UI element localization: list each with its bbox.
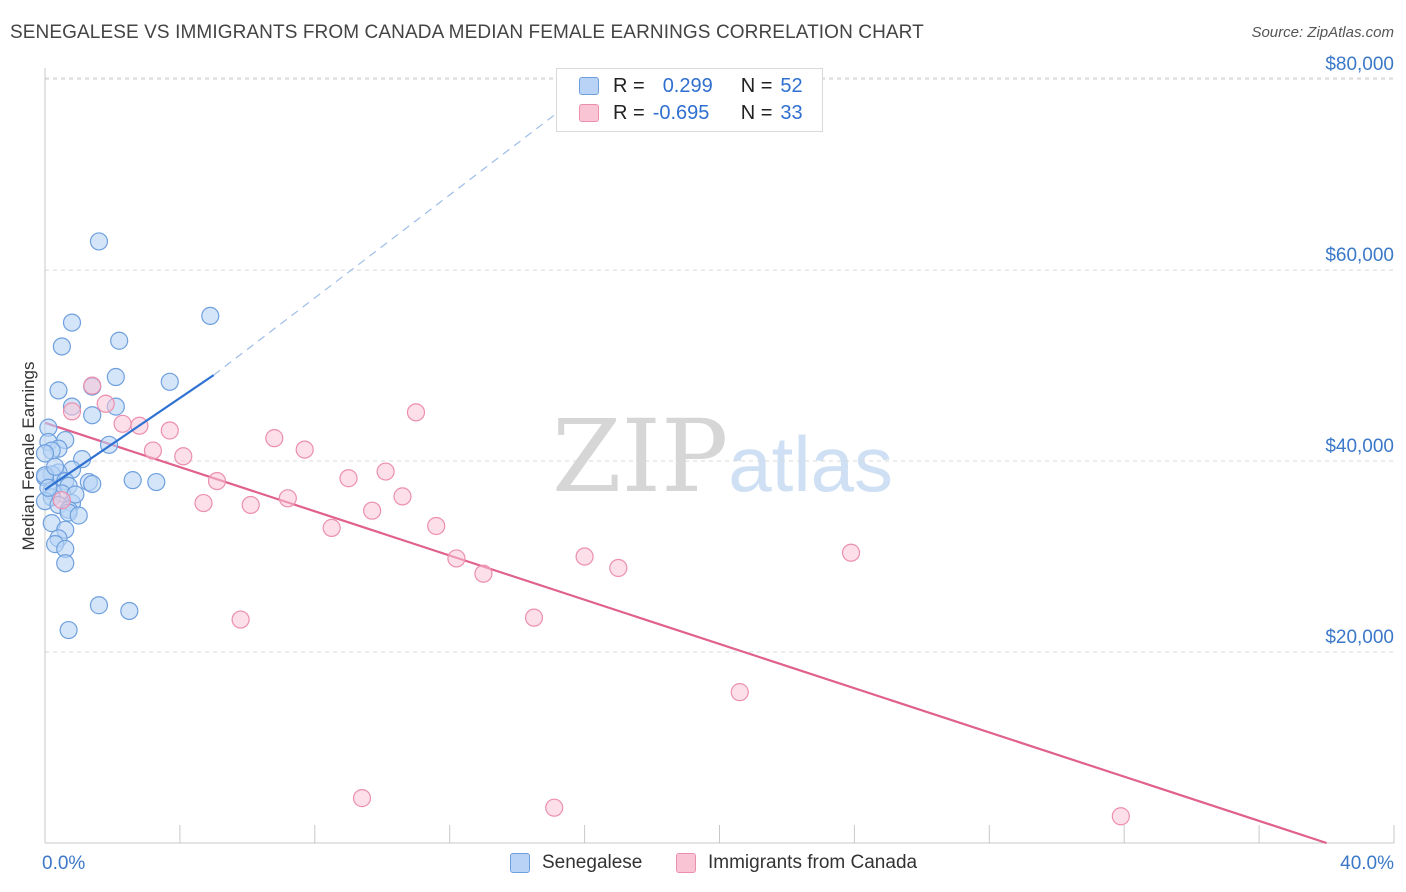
data-point-senegalese bbox=[160, 372, 179, 391]
legend-r-label: R = bbox=[613, 74, 645, 97]
data-point-canada bbox=[406, 403, 426, 422]
data-point-canada bbox=[207, 472, 227, 491]
data-point-senegalese bbox=[120, 601, 139, 621]
chart-title: SENEGALESE VS IMMIGRANTS FROM CANADA MED… bbox=[10, 22, 924, 43]
trend-lines bbox=[44, 78, 1327, 845]
data-point-canada bbox=[231, 610, 250, 629]
legend-swatch-canada bbox=[579, 104, 599, 122]
bottom-legend-label-senegalese: Senegalese bbox=[542, 852, 643, 873]
data-point-canada bbox=[194, 493, 213, 513]
data-point-canada bbox=[278, 489, 297, 508]
source-credit: Source: ZipAtlas.com bbox=[1251, 24, 1394, 41]
x-tick-label: 0.0% bbox=[42, 853, 85, 874]
data-point-canada bbox=[352, 789, 372, 808]
data-point-senegalese bbox=[83, 406, 102, 425]
data-point-senegalese bbox=[110, 331, 129, 350]
data-point-senegalese bbox=[147, 472, 166, 492]
data-point-canada bbox=[241, 495, 260, 515]
data-point-senegalese bbox=[89, 232, 109, 251]
trend-line-canada bbox=[44, 421, 1327, 845]
data-point-senegalese bbox=[46, 457, 65, 476]
data-point-canada bbox=[545, 798, 564, 817]
x-tick-label: 40.0% bbox=[1340, 853, 1394, 874]
series-senegalese-points bbox=[35, 232, 220, 640]
data-point-canada bbox=[376, 462, 395, 481]
y-tick-label: $20,000 bbox=[1325, 627, 1394, 648]
bottom-legend-canada: Immigrants from Canada bbox=[676, 852, 917, 874]
bottom-legend-label-canada: Immigrants from Canada bbox=[708, 852, 918, 873]
bottom-legend-swatch-canada bbox=[676, 853, 696, 873]
data-point-canada bbox=[113, 414, 132, 433]
y-tick-label: $60,000 bbox=[1325, 245, 1394, 266]
data-point-canada bbox=[841, 543, 861, 562]
y-axis-title: Median Female Earnings bbox=[19, 362, 38, 551]
legend-n-label: N = bbox=[740, 74, 773, 97]
legend-row-senegalese: R = 0.299 N = 52 bbox=[579, 74, 803, 98]
data-point-canada bbox=[730, 683, 749, 702]
bottom-legend-senegalese: Senegalese bbox=[510, 852, 642, 874]
trend-line-senegalese bbox=[44, 374, 215, 491]
watermark: ZIPatlas bbox=[552, 398, 893, 515]
data-point-canada bbox=[393, 487, 412, 506]
data-point-canada bbox=[83, 376, 102, 395]
data-point-canada bbox=[52, 491, 71, 510]
legend-n-value-senegalese: 52 bbox=[780, 74, 803, 97]
data-point-canada bbox=[322, 518, 341, 537]
data-point-canada bbox=[96, 394, 115, 413]
data-point-canada bbox=[62, 402, 82, 421]
data-point-senegalese bbox=[89, 596, 109, 615]
data-point-canada bbox=[575, 547, 594, 566]
data-point-canada bbox=[524, 608, 544, 627]
data-point-canada bbox=[474, 564, 493, 583]
trend-line-senegalese-extrapolated bbox=[213, 78, 602, 376]
data-point-canada bbox=[1111, 807, 1130, 826]
correlation-legend: R = 0.299 N = 52 R = -0.695 N = 33 bbox=[556, 68, 823, 132]
data-point-senegalese bbox=[35, 444, 55, 463]
watermark-zip: ZIP bbox=[552, 398, 729, 515]
data-point-senegalese bbox=[56, 554, 75, 573]
y-tick-label: $40,000 bbox=[1325, 436, 1394, 457]
gridlines bbox=[45, 77, 1394, 653]
data-point-canada bbox=[427, 516, 446, 536]
data-point-senegalese bbox=[201, 306, 220, 326]
legend-n-label: N = bbox=[740, 101, 773, 124]
data-point-canada bbox=[265, 429, 284, 448]
data-point-canada bbox=[339, 469, 358, 488]
data-point-canada bbox=[143, 441, 163, 460]
legend-r-label: R = bbox=[613, 101, 645, 124]
legend-row-canada: R = -0.695 N = 33 bbox=[579, 101, 803, 125]
bottom-legend-swatch-senegalese bbox=[510, 853, 530, 873]
data-point-senegalese bbox=[123, 471, 142, 490]
data-point-canada bbox=[160, 421, 179, 440]
legend-r-value-canada: -0.695 bbox=[652, 101, 710, 124]
legend-r-value-senegalese: 0.299 bbox=[662, 74, 713, 97]
legend-n-value-canada: 33 bbox=[780, 101, 803, 124]
data-point-senegalese bbox=[59, 620, 78, 640]
data-point-canada bbox=[363, 501, 382, 520]
data-point-canada bbox=[174, 447, 193, 466]
data-point-canada bbox=[295, 440, 314, 459]
y-tick-label: $80,000 bbox=[1325, 54, 1394, 75]
axis-labels: $20,000 $40,000 $60,000 $80,000 0.0% 40.0% Med… bbox=[19, 54, 1394, 874]
data-point-senegalese bbox=[62, 313, 82, 332]
legend-swatch-senegalese bbox=[579, 77, 599, 95]
data-point-canada bbox=[447, 549, 466, 568]
data-point-canada bbox=[609, 558, 628, 578]
data-point-senegalese bbox=[106, 367, 125, 387]
data-point-senegalese bbox=[49, 381, 68, 400]
data-point-senegalese bbox=[52, 337, 71, 356]
axes bbox=[44, 68, 1395, 844]
watermark-atlas: atlas bbox=[728, 420, 894, 508]
data-point-senegalese bbox=[83, 474, 102, 494]
data-point-senegalese bbox=[69, 506, 88, 525]
